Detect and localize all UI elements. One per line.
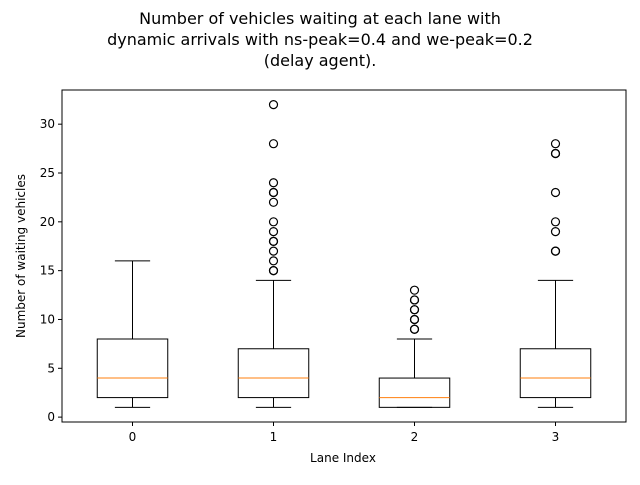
lane-2-outlier-1	[409, 324, 420, 334]
lane-1-outlier-12	[268, 139, 279, 149]
x-tick-label-0: 0	[129, 430, 137, 444]
chart-title-line-1: Number of vehicles waiting at each lane …	[139, 9, 501, 28]
lane-1-outlier-8	[268, 197, 279, 207]
lane-1-outlier-5	[268, 236, 279, 246]
x-axis-label: Lane Index	[310, 451, 376, 465]
y-tick-label-0: 0	[47, 410, 55, 424]
lane-1-outlier-1	[268, 266, 279, 276]
y-tick-label-30: 30	[40, 117, 55, 131]
y-axis-label: Number of waiting vehicles	[14, 174, 28, 338]
lane-1-outlier-7	[268, 217, 279, 227]
chart-title: Number of vehicles waiting at each lane …	[107, 9, 533, 70]
lane-2-outlier-8	[409, 285, 420, 295]
lane-3-outlier-2	[550, 226, 561, 237]
lane-1-outlier-10	[268, 187, 279, 198]
lane-1-outlier-3	[268, 246, 279, 256]
lane-1-box	[237, 348, 310, 399]
lane-3-outlier-4	[550, 187, 561, 198]
lane-3-outlier-3	[550, 217, 561, 227]
lane-1-outlier-13	[268, 100, 279, 110]
plot-area: 0 5 10 15 20 25 30 0 1 2 3	[40, 89, 627, 444]
lane-3-outlier-7	[550, 139, 561, 149]
lane-1-outlier-2	[268, 256, 279, 266]
y-tick-label-5: 5	[47, 361, 55, 375]
x-tick-label-3: 3	[552, 430, 560, 444]
lane-3-outlier-1	[550, 246, 561, 256]
lane-2-outlier-5	[409, 305, 420, 315]
lane-2-outlier-3	[409, 314, 420, 325]
chart-title-line-2: dynamic arrivals with ns-peak=0.4 and we…	[107, 30, 533, 49]
lane-2-box	[378, 377, 451, 408]
lane-3-outlier-6	[550, 148, 561, 159]
lane-3-box	[519, 348, 592, 399]
y-tick-label-10: 10	[40, 312, 55, 326]
x-tick-label-2: 2	[411, 430, 419, 444]
y-tick-label-15: 15	[40, 264, 55, 278]
x-tick-label-1: 1	[270, 430, 278, 444]
lane-2-outlier-7	[409, 295, 420, 305]
chart-title-line-3: (delay agent).	[264, 51, 377, 70]
y-tick-label-20: 20	[40, 215, 55, 229]
lane-1-outlier-6	[268, 226, 279, 237]
lane-0-box	[96, 338, 169, 399]
y-tick-label-25: 25	[40, 166, 55, 180]
lane-1-outlier-11	[268, 178, 279, 188]
plot-frame	[61, 89, 627, 423]
